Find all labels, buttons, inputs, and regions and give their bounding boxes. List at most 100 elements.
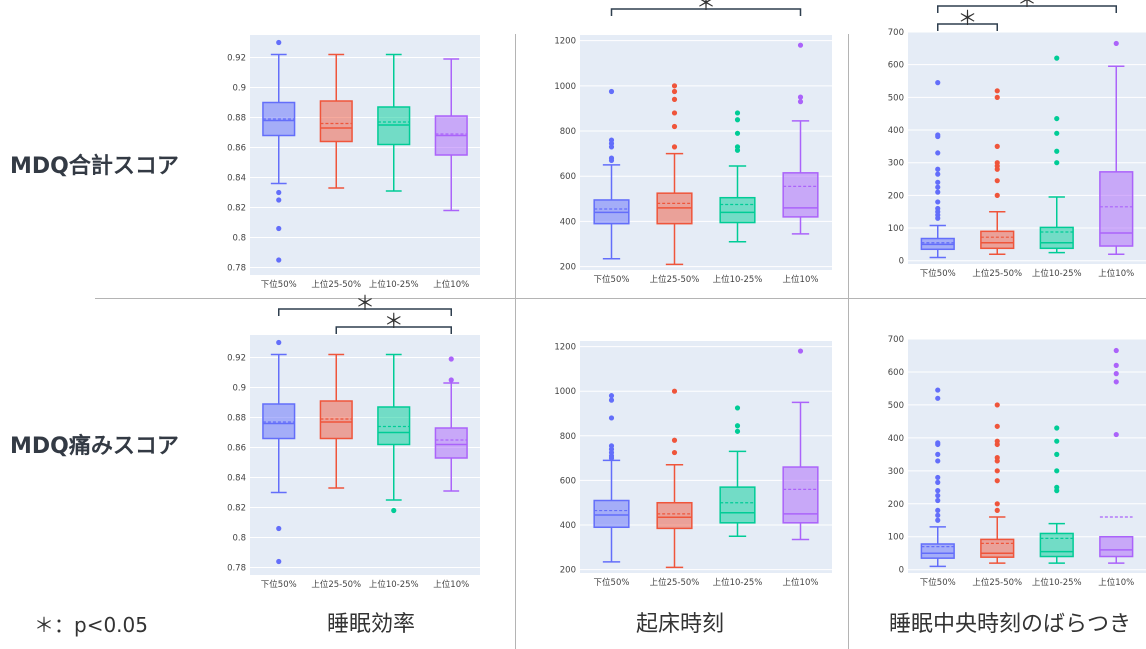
y-tick-label: 500 bbox=[888, 93, 904, 103]
outlier-point bbox=[1054, 438, 1060, 444]
x-tick-label: 上位10% bbox=[1098, 268, 1134, 279]
y-tick-label: 400 bbox=[560, 217, 576, 227]
outlier-point bbox=[935, 497, 941, 504]
outlier-point bbox=[734, 428, 741, 434]
x-tick-label: 上位25-50% bbox=[972, 577, 1022, 588]
y-tick-label: 0.92 bbox=[227, 354, 246, 364]
y-tick-label: 600 bbox=[888, 61, 904, 71]
plot-area bbox=[580, 341, 832, 573]
outlier-point bbox=[994, 402, 1000, 408]
outlier-point bbox=[734, 405, 741, 411]
box bbox=[377, 406, 411, 446]
outlier-point bbox=[994, 192, 1000, 198]
y-tick-label: 300 bbox=[888, 467, 904, 477]
outlier-point bbox=[935, 184, 941, 190]
y-tick-label: 400 bbox=[888, 434, 904, 444]
outlier-point bbox=[734, 117, 741, 123]
vertical-divider-2 bbox=[848, 34, 849, 649]
outlier-point bbox=[994, 441, 1000, 448]
outlier-point bbox=[935, 166, 941, 172]
box bbox=[920, 543, 955, 559]
x-tick-label: 上位10% bbox=[783, 577, 819, 588]
y-tick-label: 0.8 bbox=[232, 234, 246, 244]
outlier-point bbox=[935, 395, 941, 401]
chart-sleep-efficiency-mdq-total: 0.78 0.8 0.82 0.84 0.86 0.88 0.9 0.92 下位50% 上位25-… bbox=[227, 35, 480, 290]
y-tick-label: 0.9 bbox=[232, 84, 246, 94]
outlier-point bbox=[1113, 371, 1119, 377]
chart-sleep-efficiency-mdq-pain: 0.78 0.8 0.82 0.84 0.86 0.88 0.9 0.92 下位50% 上位25-… bbox=[227, 291, 480, 590]
y-tick-label: 200 bbox=[888, 500, 904, 510]
x-tick-label: 上位25-50% bbox=[650, 274, 700, 285]
box bbox=[980, 538, 1015, 558]
outlier-point bbox=[608, 397, 615, 403]
box bbox=[319, 400, 353, 440]
outlier-point bbox=[671, 123, 678, 130]
x-tick-label: 上位10-25% bbox=[369, 579, 419, 590]
y-tick-label: 800 bbox=[560, 127, 576, 137]
y-tick-label: 400 bbox=[560, 521, 576, 531]
outlier-point bbox=[935, 479, 941, 485]
box bbox=[719, 486, 756, 524]
outlier-point bbox=[935, 507, 941, 513]
y-tick-label: 1200 bbox=[554, 343, 576, 353]
outlier-point bbox=[276, 257, 282, 263]
x-tick-label: 上位10-25% bbox=[1032, 268, 1082, 279]
box bbox=[1039, 532, 1074, 558]
outlier-point bbox=[994, 166, 1000, 172]
plot-area bbox=[580, 35, 832, 270]
box bbox=[1099, 171, 1134, 247]
outlier-point bbox=[671, 449, 678, 456]
box bbox=[656, 501, 693, 530]
outlier-point bbox=[391, 507, 397, 514]
outlier-point bbox=[1113, 347, 1119, 354]
box bbox=[782, 172, 819, 218]
column-label-midsleep-variability: 睡眠中央時刻のばらつき bbox=[888, 612, 1132, 637]
column-label-wake-time: 起床時刻 bbox=[635, 612, 725, 637]
outlier-point bbox=[276, 525, 282, 532]
column-label-sleep-efficiency: 睡眠効率 bbox=[326, 612, 416, 637]
box bbox=[980, 230, 1015, 250]
y-tick-label: 0 bbox=[899, 257, 904, 267]
outlier-point bbox=[935, 199, 941, 205]
box bbox=[1039, 226, 1074, 250]
outlier-point bbox=[935, 387, 941, 393]
y-tick-label: 200 bbox=[560, 566, 576, 576]
y-tick-label: 100 bbox=[888, 224, 904, 234]
outlier-point bbox=[276, 339, 282, 346]
outlier-point bbox=[276, 39, 282, 46]
y-tick-label: 500 bbox=[888, 401, 904, 411]
outlier-point bbox=[935, 133, 941, 140]
outlier-point bbox=[935, 150, 941, 156]
outlier-point bbox=[994, 94, 1000, 100]
outlier-point bbox=[671, 110, 678, 116]
outlier-point bbox=[734, 147, 741, 153]
outlier-point bbox=[276, 558, 282, 565]
y-tick-label: 300 bbox=[888, 159, 904, 169]
chart-midsleep-variability-mdq-pain: 0 100 200 300 400 500 600 700 下位50% 上位25-50% 上位10-… bbox=[888, 335, 1146, 588]
outlier-point bbox=[994, 143, 1000, 149]
horizontal-divider bbox=[95, 298, 1146, 299]
significance-marker: ＊ bbox=[1017, 0, 1037, 12]
y-tick-label: 0.78 bbox=[227, 264, 246, 274]
y-tick-label: 0 bbox=[899, 566, 904, 576]
outlier-point bbox=[935, 517, 941, 523]
plot-area bbox=[908, 339, 1146, 573]
outlier-point bbox=[1113, 379, 1119, 385]
outlier-point bbox=[608, 88, 615, 95]
outlier-point bbox=[276, 189, 282, 196]
outlier-point bbox=[935, 80, 941, 86]
chart-wake-time-mdq-pain: 200 400 600 800 1000 1200 下位50% 上位25-50% 上位10-25… bbox=[554, 341, 832, 588]
outlier-point bbox=[1054, 425, 1060, 431]
y-tick-label: 1000 bbox=[554, 82, 576, 92]
significance-marker: ＊ bbox=[958, 6, 978, 30]
x-tick-label: 下位50% bbox=[261, 279, 297, 290]
outlier-point bbox=[994, 507, 1000, 513]
outlier-point bbox=[935, 512, 941, 518]
outlier-point bbox=[994, 501, 1000, 507]
outlier-point bbox=[1054, 451, 1060, 457]
x-tick-label: 下位50% bbox=[920, 268, 956, 279]
significance-note: ＊：p<0.05 bbox=[34, 613, 148, 637]
outlier-point bbox=[935, 215, 941, 221]
y-tick-label: 200 bbox=[560, 263, 576, 273]
outlier-point bbox=[994, 88, 1000, 94]
